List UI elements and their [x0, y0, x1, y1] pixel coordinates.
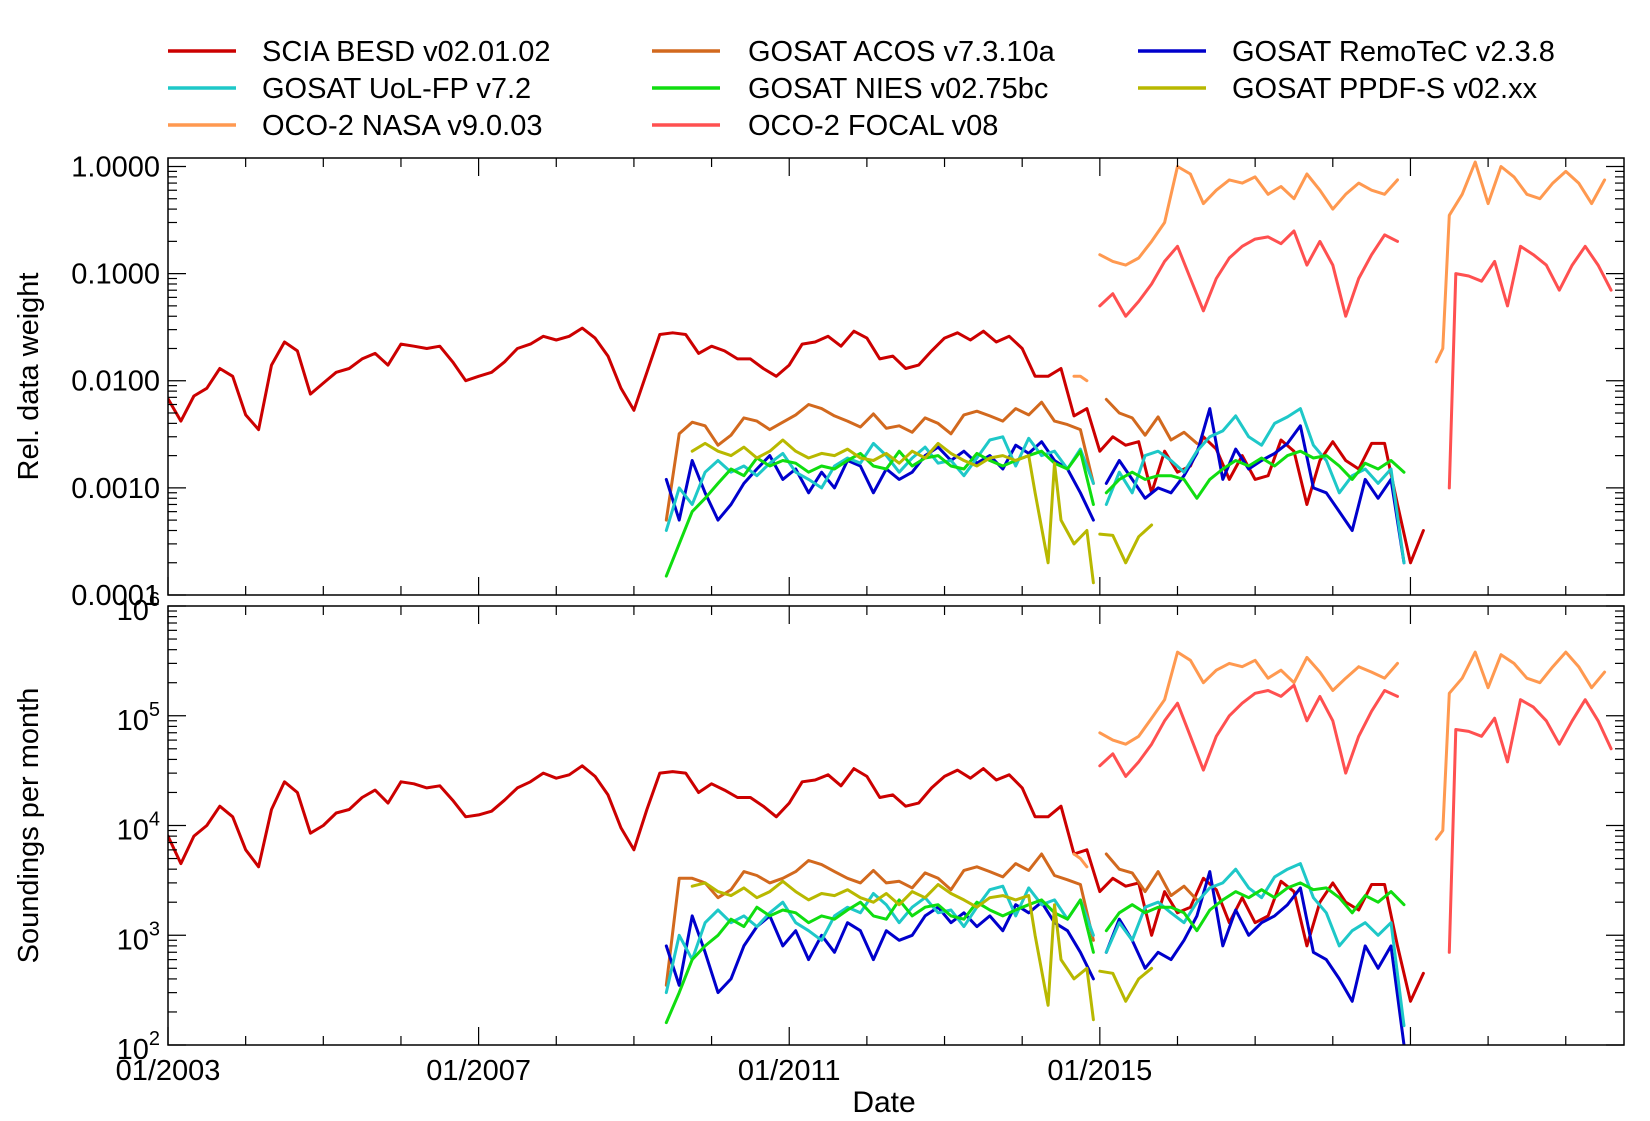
y-tick-label: 103	[117, 918, 160, 956]
series-line-oco-2-focal-v08-1	[1098, 229, 1399, 318]
legend-label: OCO-2 FOCAL v08	[748, 110, 998, 142]
x-tick-label: 01/2011	[738, 1055, 841, 1087]
y-tick-label: 106	[117, 589, 160, 627]
series-line-gosat-nies-v02-75bc-1	[664, 449, 1095, 578]
series-group	[168, 650, 1613, 1045]
series-group	[168, 160, 1613, 585]
y-tick-label: 102	[117, 1028, 160, 1066]
y-tick-exponent: 5	[149, 699, 160, 721]
series-line-gosat-remotec-v2-3-8-2	[1104, 870, 1406, 1045]
y-tick-label: 104	[117, 809, 160, 847]
series-line-oco-2-nasa-v9-0-03-3	[1434, 650, 1607, 841]
series-line-oco-2-nasa-v9-0-03-1	[1072, 374, 1089, 383]
series-line-gosat-ppdf-s-v02-xx-2	[1098, 523, 1154, 565]
series-line-gosat-nies-v02-75bc-2	[1104, 881, 1406, 933]
series-line-scia-besd-v02-01-02-1	[168, 326, 1425, 565]
y-tick-base: 10	[117, 705, 149, 737]
y-tick-label: 0.0100	[71, 366, 160, 398]
series-line-gosat-nies-v02-75bc-1	[664, 898, 1095, 1025]
series-line-gosat-uol-fp-v7-2-2	[1104, 862, 1406, 1028]
legend-item-gosat-nies-v02-75bc: GOSAT NIES v02.75bc	[652, 73, 1048, 105]
legend-label: GOSAT PPDF-S v02.xx	[1232, 73, 1538, 105]
panel-relative-data-weight: 0.0001 0.0010 0.0100 0.1000 1.0000 Rel. data …	[13, 151, 1625, 612]
y-tick-label: 1.0000	[71, 151, 160, 183]
legend-label: SCIA BESD v02.01.02	[262, 36, 551, 68]
y-axis-title: Rel. data weight	[13, 273, 45, 481]
series-line-gosat-uol-fp-v7-2-1	[664, 435, 1095, 532]
legend-item-gosat-ppdf-s-v02-xx: GOSAT PPDF-S v02.xx	[1138, 73, 1538, 105]
series-line-gosat-acos-v7-3-10a-2	[1104, 397, 1199, 445]
series-line-oco-2-nasa-v9-0-03-1	[1072, 852, 1089, 869]
y-tick-exponent: 3	[149, 918, 160, 940]
x-tick-label: 01/2003	[116, 1055, 221, 1087]
series-line-gosat-ppdf-s-v02-xx-1	[690, 879, 1095, 1022]
legend-item-oco-2-nasa-v9-0-03: OCO-2 NASA v9.0.03	[168, 110, 542, 142]
legend-label: GOSAT NIES v02.75bc	[748, 73, 1048, 105]
legend-item-gosat-uol-fp-v7-2: GOSAT UoL-FP v7.2	[168, 73, 531, 105]
series-line-gosat-remotec-v2-3-8-2	[1104, 407, 1406, 565]
y-tick-label: 0.1000	[71, 259, 160, 291]
y-tick-label: 0.0010	[71, 473, 160, 505]
y-tick-base: 10	[117, 924, 149, 956]
legend-item-gosat-acos-v7-3-10a: GOSAT ACOS v7.3.10a	[652, 36, 1056, 68]
legend-item-gosat-remotec-v2-3-8: GOSAT RemoTeC v2.3.8	[1138, 36, 1555, 68]
series-line-gosat-remotec-v2-3-8-1	[664, 900, 1095, 995]
y-tick-exponent: 4	[149, 809, 160, 831]
plot-frame	[167, 157, 1625, 596]
series-line-gosat-nies-v02-75bc-2	[1104, 449, 1406, 500]
x-tick-label: 01/2007	[426, 1055, 531, 1087]
series-line-scia-besd-v02-01-02-1	[168, 764, 1425, 1003]
series-line-gosat-remotec-v2-3-8-1	[664, 440, 1095, 522]
y-tick-exponent: 6	[149, 589, 160, 611]
legend-item-oco-2-focal-v08: OCO-2 FOCAL v08	[652, 110, 998, 142]
legend-label: OCO-2 NASA v9.0.03	[262, 110, 542, 142]
series-line-gosat-ppdf-s-v02-xx-2	[1098, 966, 1154, 1003]
y-tick-base: 10	[117, 595, 149, 627]
series-line-gosat-acos-v7-3-10a-2	[1104, 852, 1199, 902]
legend-label: GOSAT UoL-FP v7.2	[262, 73, 531, 105]
y-tick-label: 0.0001	[71, 580, 160, 612]
y-tick-base: 10	[117, 815, 149, 847]
series-line-gosat-acos-v7-3-10a-1	[664, 852, 1095, 987]
legend-label: GOSAT RemoTeC v2.3.8	[1232, 36, 1555, 68]
series-line-oco-2-nasa-v9-0-03-2	[1098, 650, 1399, 746]
series-line-oco-2-nasa-v9-0-03-3	[1434, 160, 1607, 364]
series-line-oco-2-focal-v08-2	[1447, 698, 1613, 954]
series-line-gosat-acos-v7-3-10a-1	[664, 400, 1095, 522]
legend: SCIA BESD v02.01.02 GOSAT ACOS v7.3.10a GO…	[168, 36, 1555, 142]
y-tick-label: 105	[117, 699, 160, 737]
series-line-oco-2-focal-v08-2	[1447, 244, 1613, 490]
series-line-oco-2-focal-v08-1	[1098, 683, 1399, 778]
y-tick-exponent: 2	[149, 1028, 160, 1050]
legend-item-scia-besd-v02-01-02: SCIA BESD v02.01.02	[168, 36, 551, 68]
x-axis-title: Date	[852, 1086, 915, 1119]
x-tick-label: 01/2015	[1047, 1055, 1152, 1087]
legend-label: GOSAT ACOS v7.3.10a	[748, 36, 1056, 68]
series-line-gosat-ppdf-s-v02-xx-1	[690, 438, 1095, 585]
y-axis-title: Soundings per month	[13, 688, 45, 964]
y-tick-base: 10	[117, 1034, 149, 1066]
series-line-oco-2-nasa-v9-0-03-2	[1098, 165, 1399, 267]
